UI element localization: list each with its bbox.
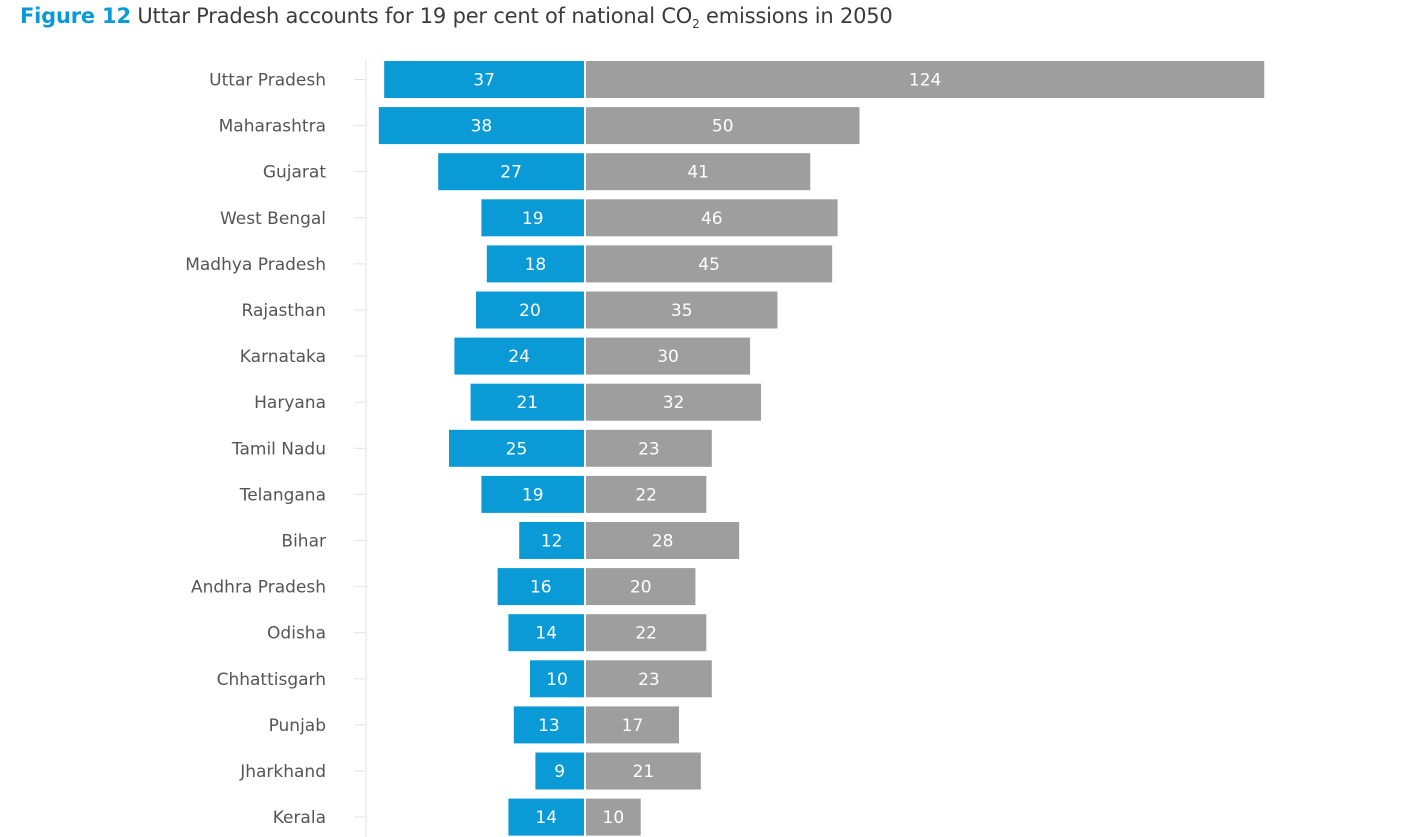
bar-right-label: 32 [663, 393, 685, 413]
bar-right [586, 614, 707, 652]
category-label: Haryana [254, 393, 326, 413]
category-label: Bihar [281, 532, 326, 552]
category-label: Tamil Nadu [231, 439, 326, 459]
bar-left [530, 660, 584, 698]
category-label: Chhattisgarh [217, 670, 326, 690]
bar-left [378, 107, 584, 145]
bar-left-label: 16 [530, 578, 552, 598]
bar-right-label: 35 [671, 301, 693, 321]
category-label: Gujarat [263, 163, 326, 183]
bar-left [481, 475, 584, 513]
category-label: Telangana [239, 485, 326, 505]
bar-left [519, 522, 584, 559]
category-label: Madhya Pradesh [185, 255, 326, 275]
bar-right-label: 124 [909, 71, 941, 91]
title-text: Uttar Pradesh accounts for 19 per cent o… [137, 4, 693, 28]
bar-right [586, 337, 751, 375]
bar-right-label: 23 [638, 439, 660, 459]
bar-left-label: 13 [538, 716, 560, 736]
bar-left-label: 10 [546, 670, 568, 690]
bar-left-label: 20 [519, 301, 541, 321]
bar-right-label: 28 [652, 532, 674, 552]
bar-right [586, 475, 707, 513]
bar-left [497, 568, 584, 606]
bar-left [481, 199, 584, 237]
bar-left [438, 153, 584, 191]
bar-left-label: 21 [516, 393, 538, 413]
category-label: Odisha [267, 624, 326, 644]
bar-right-label: 30 [657, 347, 679, 367]
bar-left [454, 337, 584, 375]
bar-left-label: 12 [541, 532, 563, 552]
bar-right-label: 41 [687, 163, 709, 183]
bar-right [586, 107, 860, 145]
bar-left [449, 429, 584, 467]
bar-left [486, 245, 584, 283]
bar-right [586, 798, 641, 836]
bar-right [586, 153, 811, 191]
bar-left-label: 14 [535, 624, 557, 644]
figure-label: Figure 12 [20, 4, 131, 28]
bar-left [535, 752, 584, 790]
bar-right-label: 46 [701, 209, 723, 229]
bars-group: Uttar Pradesh 37 124 Maharashtra 38 50 Gujarat… [185, 61, 1265, 836]
title-subscript: 2 [692, 17, 700, 32]
category-label: Punjab [269, 716, 326, 736]
bar-left [513, 706, 584, 744]
category-label: Kerala [273, 808, 326, 828]
bar-left-label: 38 [471, 117, 493, 137]
bar-right [586, 752, 701, 790]
bar-left-label: 37 [473, 71, 495, 91]
bar-left-label: 9 [554, 762, 565, 782]
bar-right-label: 50 [712, 117, 734, 137]
bar-left-label: 25 [506, 439, 528, 459]
bar-right [586, 706, 679, 744]
bar-left [384, 61, 584, 98]
bar-left [508, 798, 584, 836]
bar-left-label: 27 [500, 163, 522, 183]
bar-left [508, 614, 584, 652]
bar-right-label: 45 [698, 255, 720, 275]
bar-left-label: 19 [522, 485, 544, 505]
bar-right [586, 199, 838, 237]
bar-right-label: 21 [633, 762, 655, 782]
chart-title: Figure 12 Uttar Pradesh accounts for 19 … [20, 4, 893, 31]
category-label: Maharashtra [219, 117, 326, 137]
bar-right [586, 61, 1265, 98]
bar-left-label: 18 [525, 255, 547, 275]
category-label: Andhra Pradesh [191, 578, 326, 598]
bar-right-label: 20 [630, 578, 652, 598]
bar-left-label: 14 [535, 808, 557, 828]
category-label: Uttar Pradesh [209, 71, 326, 91]
bar-right [586, 291, 778, 329]
bar-left-label: 24 [508, 347, 530, 367]
bar-right [586, 245, 833, 283]
title-text-end: emissions in 2050 [699, 4, 893, 28]
bar-right-label: 22 [635, 485, 657, 505]
bar-right [586, 568, 696, 606]
bar-right [586, 429, 712, 467]
bar-right [586, 522, 740, 559]
bar-right-label: 10 [603, 808, 625, 828]
category-label: West Bengal [220, 209, 326, 229]
category-label: Karnataka [240, 347, 326, 367]
category-label: Rajasthan [242, 301, 327, 321]
bar-right-label: 17 [622, 716, 644, 736]
bar-left [476, 291, 584, 329]
bar-left [470, 383, 584, 421]
bar-right [586, 383, 762, 421]
bar-left-label: 19 [522, 209, 544, 229]
category-label: Jharkhand [239, 762, 326, 782]
bar-right-label: 22 [635, 624, 657, 644]
bar-right-label: 23 [638, 670, 660, 690]
bar-right [586, 660, 712, 698]
